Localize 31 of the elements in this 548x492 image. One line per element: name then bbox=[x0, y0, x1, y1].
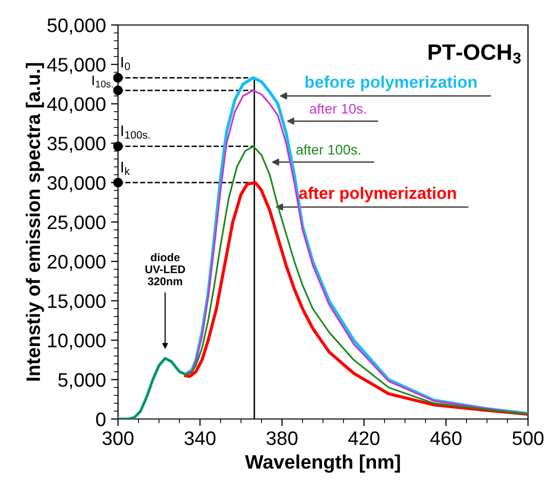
annotation: I$_{100s.}$ bbox=[121, 126, 150, 139]
x-tick-label: 460 bbox=[430, 431, 462, 446]
y-axis-title: Intenstiy of emission spectra [a.u.] bbox=[26, 63, 44, 381]
y-tick-label: 45,000 bbox=[47, 58, 106, 74]
y-tick-label: 15,000 bbox=[48, 294, 106, 310]
annotation: diode UV-LED 320nm bbox=[145, 253, 186, 286]
line-series bbox=[184, 90, 528, 414]
x-axis-title: Wavelength [nm] bbox=[245, 454, 400, 473]
y-tick-label: 20,000 bbox=[48, 254, 106, 271]
series-label: after polymerization bbox=[299, 186, 456, 202]
y-tick-label: 25,000 bbox=[48, 215, 106, 232]
x-tick-label: 300 bbox=[102, 431, 134, 446]
x-tick-label: 420 bbox=[348, 431, 380, 446]
text: after 10s. bbox=[310, 103, 366, 114]
y-tick-label: 50,000 bbox=[48, 18, 106, 35]
y-tick-label: 5,000 bbox=[58, 373, 106, 390]
y-tick-label: 30,000 bbox=[47, 176, 106, 192]
annotation: I$_{10s.}$ bbox=[92, 76, 113, 88]
x-tick-label: 500 bbox=[512, 431, 544, 446]
x-tick-label: 380 bbox=[266, 431, 298, 446]
line-series bbox=[184, 181, 528, 416]
series-label: before polymerization bbox=[306, 76, 477, 92]
y-tick-label: 40,000 bbox=[47, 97, 106, 114]
annotation: I$_{k}$ bbox=[121, 162, 130, 175]
x-tick-label: 340 bbox=[184, 431, 216, 446]
y-tick-label: 0 bbox=[96, 412, 106, 426]
text: PT-OCH$_{3}$ bbox=[428, 44, 521, 64]
y-tick-label: 35,000 bbox=[47, 136, 106, 153]
text: after 100s. bbox=[296, 144, 360, 155]
y-tick-label: 10,000 bbox=[48, 334, 106, 350]
annotation: I$_{0}$ bbox=[121, 56, 130, 70]
